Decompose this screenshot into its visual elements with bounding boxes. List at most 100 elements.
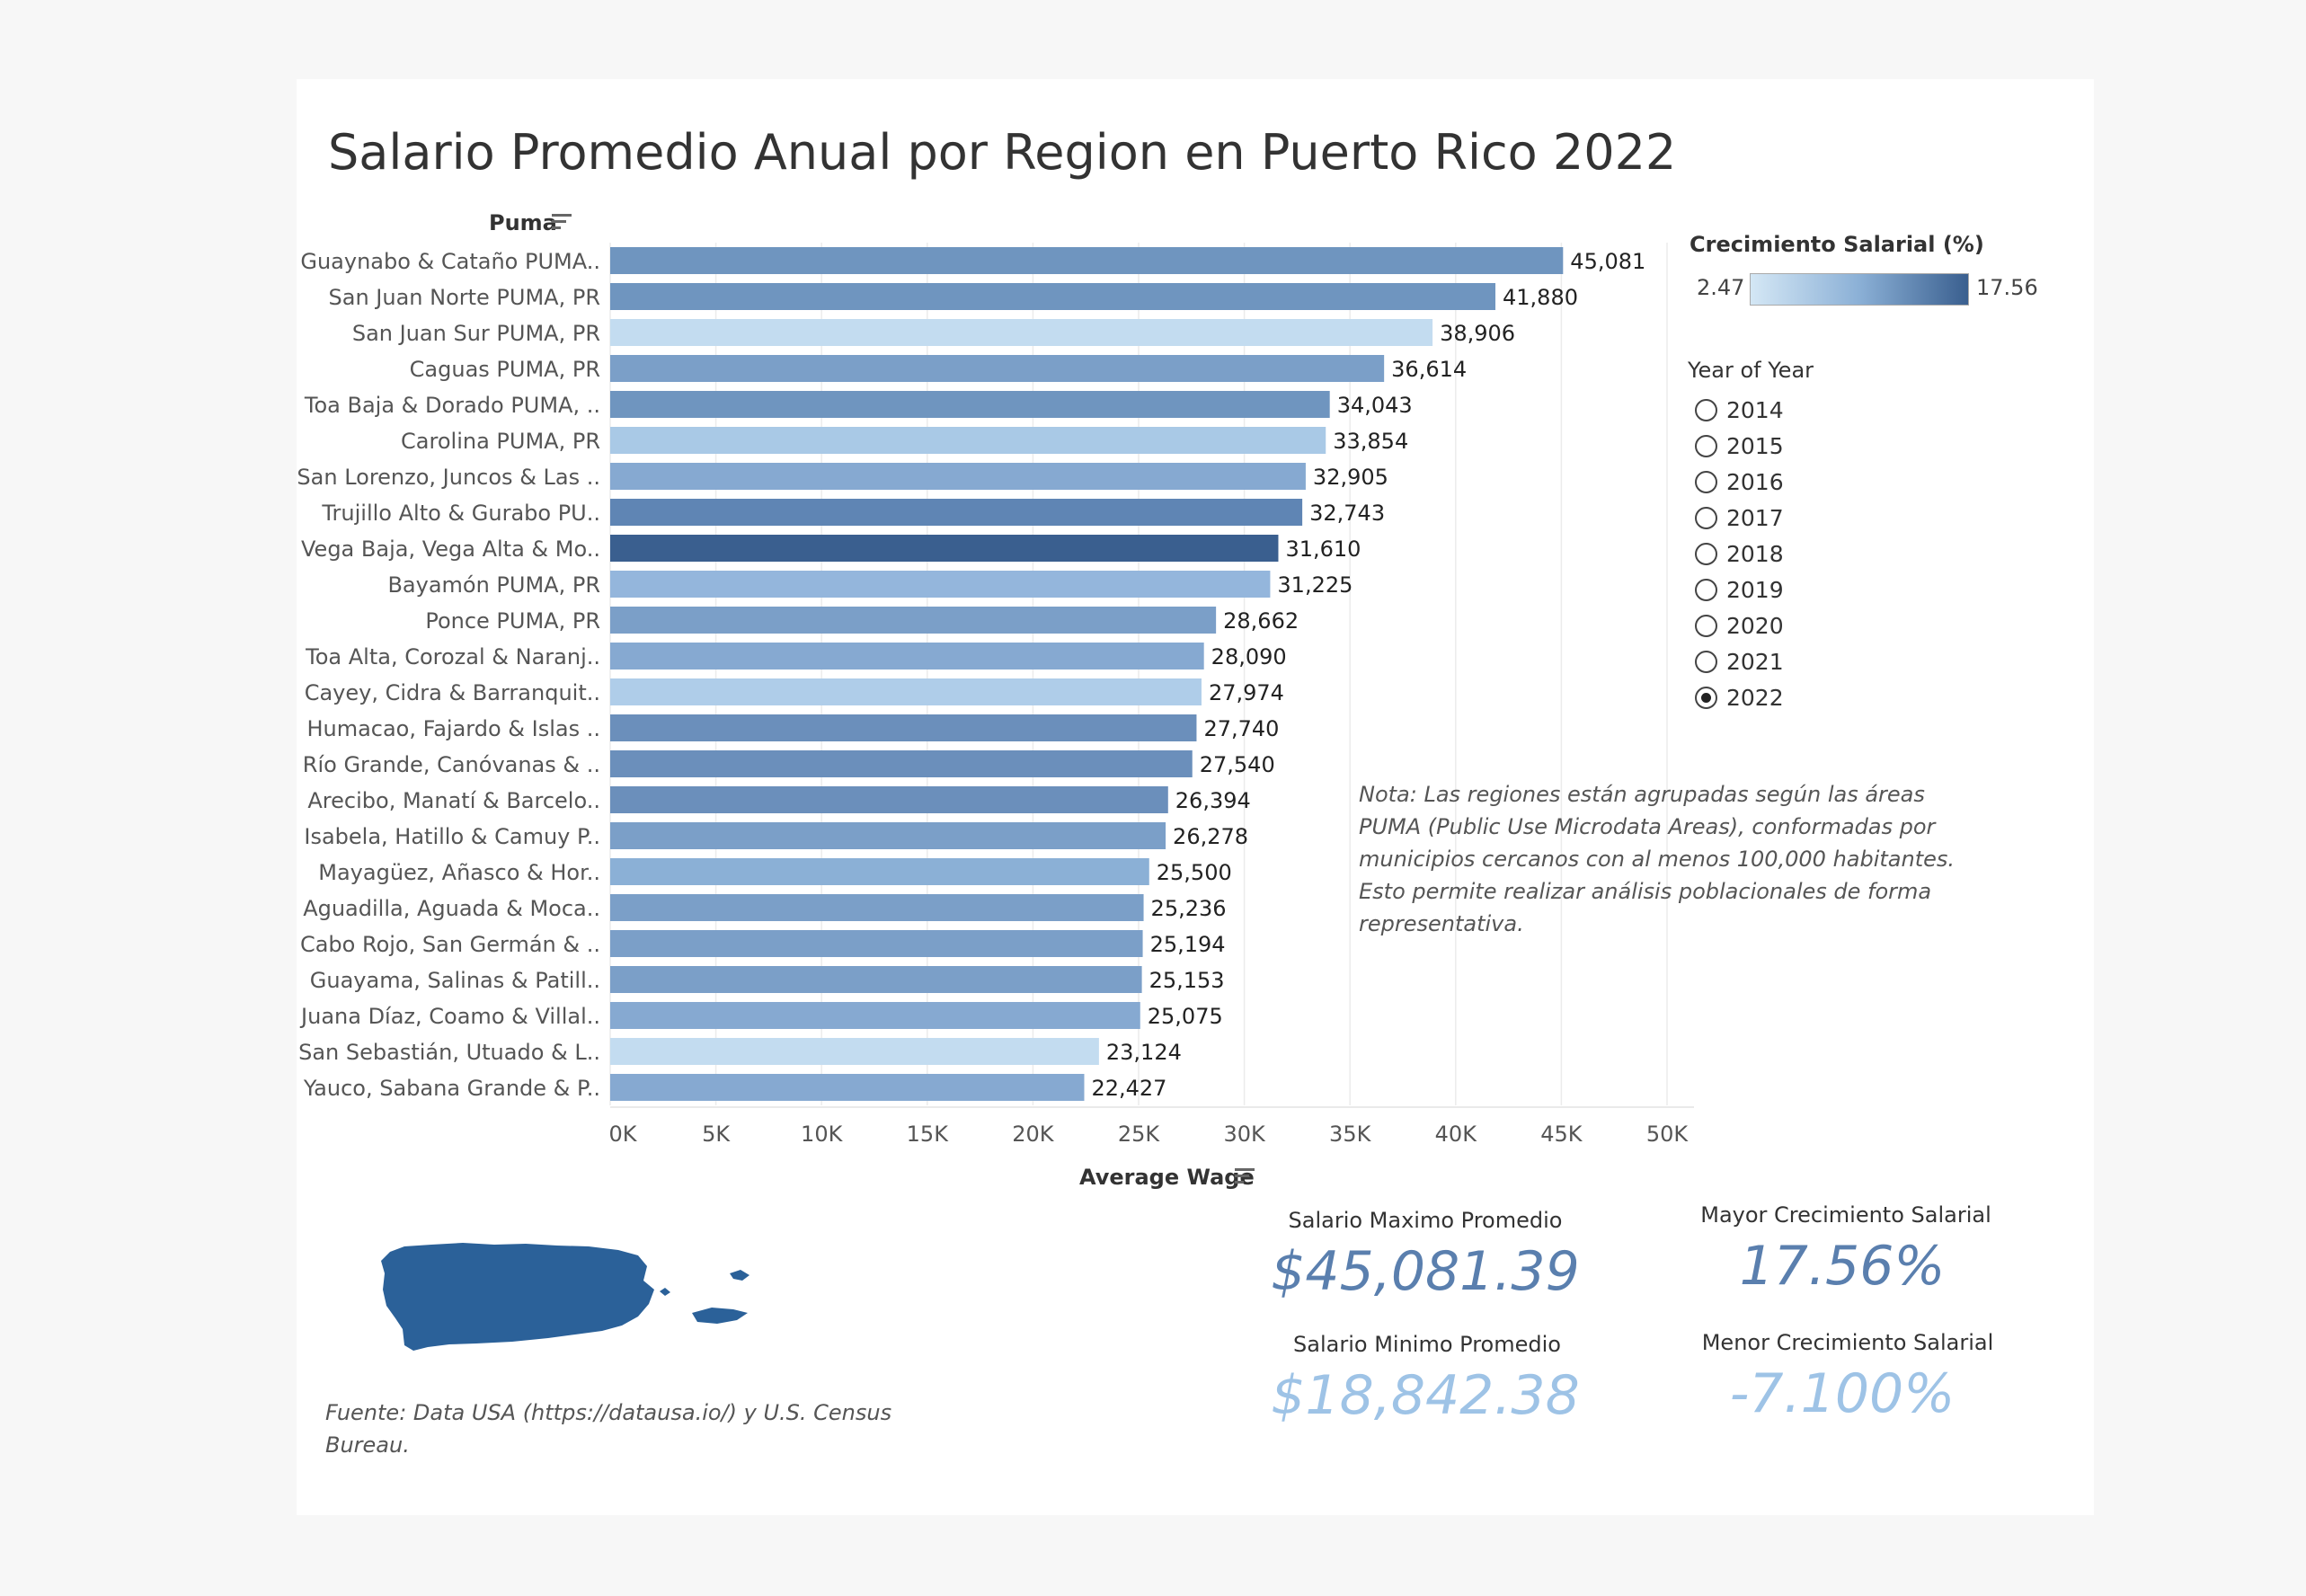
bar[interactable]: [610, 930, 1143, 957]
year-option[interactable]: 2022: [1695, 679, 1784, 715]
x-tick-label: 20K: [1012, 1122, 1055, 1147]
category-label: Arecibo, Manatí & Barcelo..: [307, 788, 600, 813]
value-label: 36,614: [1391, 357, 1467, 382]
radio-icon[interactable]: [1695, 470, 1717, 493]
bar[interactable]: [610, 966, 1142, 993]
value-label: 22,427: [1091, 1076, 1166, 1101]
bar[interactable]: [610, 643, 1204, 669]
value-label: 25,236: [1151, 896, 1227, 921]
value-label: 33,854: [1333, 429, 1408, 454]
bar[interactable]: [610, 822, 1166, 849]
value-label: 38,906: [1440, 321, 1515, 346]
bar[interactable]: [610, 714, 1197, 741]
bar[interactable]: [610, 750, 1193, 777]
value-label: 27,740: [1203, 716, 1279, 741]
category-label: San Sebastián, Utuado & L..: [298, 1040, 600, 1065]
x-tick-label: 35K: [1329, 1122, 1372, 1147]
bar[interactable]: [610, 571, 1271, 598]
value-label: 23,124: [1106, 1040, 1182, 1065]
value-label: 34,043: [1337, 393, 1413, 418]
bar[interactable]: [610, 858, 1149, 885]
bar[interactable]: [610, 535, 1279, 562]
radio-icon[interactable]: [1695, 686, 1717, 709]
category-label: Toa Baja & Dorado PUMA, ..: [304, 393, 600, 418]
kpi-min-growth-label: Menor Crecimiento Salarial: [1701, 1330, 1994, 1355]
bar[interactable]: [610, 391, 1330, 418]
category-label: Aguadilla, Aguada & Moca..: [303, 896, 600, 921]
bar[interactable]: [610, 786, 1168, 813]
radio-icon[interactable]: [1695, 434, 1717, 457]
puerto-rico-main-island-shape[interactable]: [381, 1243, 654, 1351]
vieques-island-shape[interactable]: [692, 1308, 748, 1324]
year-option[interactable]: 2014: [1695, 392, 1784, 428]
bar[interactable]: [610, 1002, 1140, 1029]
value-label: 31,610: [1285, 536, 1361, 562]
bar[interactable]: [610, 283, 1496, 310]
radio-icon[interactable]: [1695, 542, 1717, 565]
category-label: Guayama, Salinas & Patill..: [310, 968, 600, 993]
value-label: 28,662: [1223, 608, 1299, 634]
value-label: 32,905: [1313, 465, 1388, 490]
category-label: Carolina PUMA, PR: [401, 429, 600, 454]
year-option-label: 2015: [1726, 432, 1784, 459]
radio-icon[interactable]: [1695, 650, 1717, 673]
x-tick-label: 25K: [1118, 1122, 1161, 1147]
bar[interactable]: [610, 499, 1303, 526]
kpi-max-wage-value: $45,081.39: [1271, 1240, 1580, 1303]
year-option[interactable]: 2017: [1695, 500, 1784, 536]
category-label: Ponce PUMA, PR: [425, 608, 600, 634]
bar[interactable]: [610, 355, 1385, 382]
mona-island-shape[interactable]: [660, 1288, 670, 1296]
category-label: Bayamón PUMA, PR: [387, 572, 600, 598]
x-tick-label: 5K: [702, 1122, 731, 1147]
year-option[interactable]: 2015: [1695, 428, 1784, 464]
radio-icon[interactable]: [1695, 398, 1717, 421]
year-option-label: 2020: [1726, 612, 1784, 639]
category-label: San Juan Sur PUMA, PR: [352, 321, 600, 346]
bar[interactable]: [610, 463, 1306, 490]
year-option-label: 2019: [1726, 576, 1784, 603]
kpi-min-wage-label: Salario Minimo Promedio: [1293, 1332, 1561, 1357]
bar[interactable]: [610, 607, 1217, 634]
bar[interactable]: [610, 427, 1326, 454]
category-label: San Lorenzo, Juncos & Las ..: [297, 465, 600, 490]
x-tick-label: 40K: [1435, 1122, 1478, 1147]
year-option-label: 2017: [1726, 504, 1784, 531]
kpi-min-growth-value: -7.100%: [1729, 1362, 1956, 1425]
bar[interactable]: [610, 247, 1564, 274]
x-tick-label: 0K: [608, 1122, 637, 1147]
legend-max-label: 17.56: [1976, 275, 2038, 300]
bar[interactable]: [610, 1074, 1085, 1101]
bar[interactable]: [610, 1038, 1099, 1065]
year-option[interactable]: 2020: [1695, 607, 1784, 643]
value-label: 28,090: [1211, 644, 1287, 669]
year-option[interactable]: 2019: [1695, 572, 1784, 607]
year-option[interactable]: 2021: [1695, 643, 1784, 679]
puerto-rico-map[interactable]: [377, 1236, 755, 1361]
category-label: Humacao, Fajardo & Islas ..: [306, 716, 600, 741]
category-label: Caguas PUMA, PR: [410, 357, 600, 382]
sort-icon[interactable]: [1235, 1168, 1255, 1187]
year-option-label: 2014: [1726, 396, 1784, 423]
bar[interactable]: [610, 319, 1433, 346]
year-option[interactable]: 2018: [1695, 536, 1784, 572]
sort-icon[interactable]: [552, 214, 572, 233]
value-label: 27,540: [1200, 752, 1275, 777]
value-label: 31,225: [1277, 572, 1353, 598]
category-label: Cayey, Cidra & Barranquit..: [305, 680, 600, 705]
x-tick-label: 45K: [1540, 1122, 1583, 1147]
value-label: 25,194: [1150, 932, 1226, 957]
bar[interactable]: [610, 894, 1144, 921]
value-label: 45,081: [1570, 249, 1645, 274]
culebra-island-shape[interactable]: [730, 1270, 749, 1281]
radio-icon[interactable]: [1695, 578, 1717, 601]
category-label: Toa Alta, Corozal & Naranj..: [305, 644, 600, 669]
year-option-label: 2016: [1726, 468, 1784, 495]
year-option[interactable]: 2016: [1695, 464, 1784, 500]
radio-icon[interactable]: [1695, 506, 1717, 529]
page-title: Salario Promedio Anual por Region en Pue…: [328, 124, 1677, 181]
radio-icon[interactable]: [1695, 614, 1717, 637]
kpi-max-growth-label: Mayor Crecimiento Salarial: [1700, 1202, 1991, 1228]
bar[interactable]: [610, 678, 1202, 705]
